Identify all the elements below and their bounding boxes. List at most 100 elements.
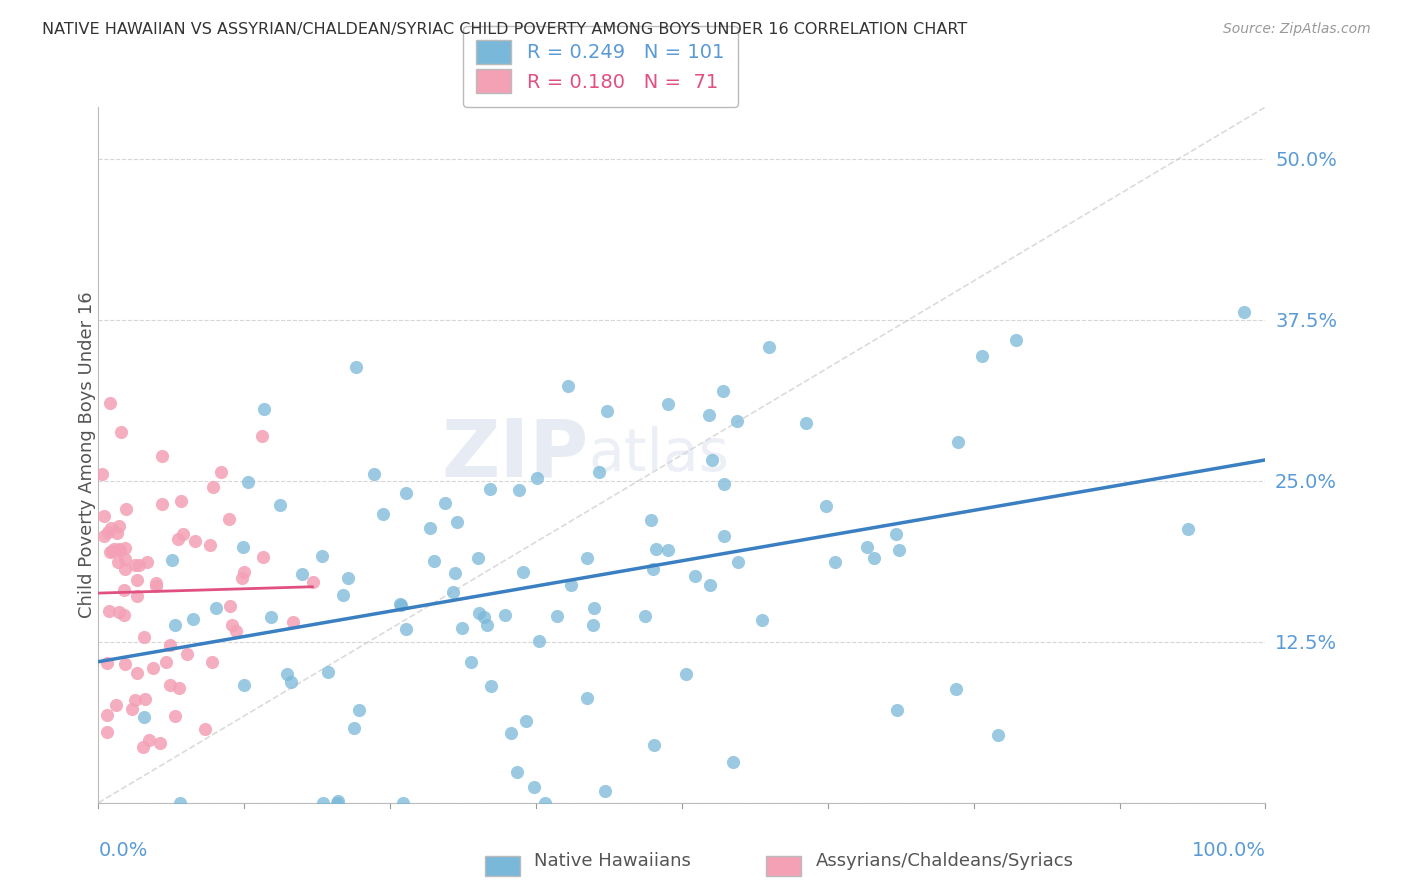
Point [467, 551, 489, 566]
Point [97, 525, 120, 540]
Point [506, 765, 529, 780]
Point [576, 690, 599, 705]
Point [389, 598, 412, 612]
Point [112, 582, 135, 597]
Point [252, 429, 274, 443]
Point [132, 710, 155, 724]
Point [588, 465, 610, 479]
Legend: R = 0.249   N = 101, R = 0.180   N =  71: R = 0.249 N = 101, R = 0.180 N = 71 [463, 26, 738, 107]
Point [150, 449, 173, 463]
Point [512, 565, 534, 579]
Point [886, 526, 908, 541]
Point [110, 425, 132, 439]
Point [751, 614, 773, 628]
Point [201, 480, 224, 494]
Point [582, 617, 605, 632]
Text: NATIVE HAWAIIAN VS ASSYRIAN/CHALDEAN/SYRIAC CHILD POVERTY AMONG BOYS UNDER 16 CO: NATIVE HAWAIIAN VS ASSYRIAN/CHALDEAN/SYR… [42, 22, 967, 37]
Point [159, 678, 181, 692]
Point [318, 665, 340, 680]
Point [451, 621, 474, 635]
Point [155, 655, 177, 669]
Point [125, 589, 148, 603]
Point [114, 501, 136, 516]
Point [441, 585, 464, 599]
Point [527, 633, 550, 648]
Point [389, 597, 412, 611]
Point [232, 678, 254, 692]
Point [508, 483, 530, 498]
Point [100, 543, 122, 558]
Text: Native Hawaiians: Native Hawaiians [534, 852, 692, 870]
Point [100, 521, 122, 535]
Point [727, 555, 749, 569]
Point [96, 707, 118, 722]
Point [863, 551, 886, 566]
Point [176, 647, 198, 661]
Point [657, 542, 679, 557]
Point [475, 618, 498, 632]
Point [700, 453, 723, 467]
Point [472, 609, 495, 624]
Point [675, 667, 697, 681]
Point [683, 569, 706, 583]
Point [343, 721, 366, 735]
Point [725, 414, 748, 428]
Point [460, 655, 482, 669]
Point [634, 609, 657, 624]
Point [643, 738, 665, 752]
Point [218, 511, 240, 525]
Point [114, 657, 136, 671]
Point [444, 566, 467, 580]
Point [713, 529, 735, 543]
Text: 0.0%: 0.0% [98, 841, 148, 860]
Point [645, 542, 668, 557]
Point [172, 527, 194, 541]
Point [523, 780, 546, 795]
Point [103, 541, 125, 556]
Point [269, 498, 291, 512]
Point [814, 500, 837, 514]
Point [93, 509, 115, 524]
Point [479, 679, 502, 693]
Point [371, 507, 394, 521]
Point [713, 477, 735, 491]
Point [1004, 333, 1026, 347]
Point [198, 538, 221, 552]
Point [132, 739, 155, 754]
Point [699, 578, 721, 592]
Point [290, 567, 312, 582]
Point [499, 726, 522, 740]
Point [232, 541, 254, 555]
Point [167, 681, 190, 696]
Point [114, 541, 136, 556]
Point [166, 532, 188, 546]
Point [98, 604, 121, 618]
Point [221, 618, 243, 632]
Point [283, 615, 305, 630]
Point [231, 571, 253, 585]
Point [114, 562, 136, 576]
Point [138, 732, 160, 747]
Point [108, 542, 131, 557]
Point [945, 681, 967, 696]
Point [336, 571, 359, 585]
Point [557, 378, 579, 392]
Point [132, 630, 155, 644]
Point [108, 542, 131, 557]
Point [104, 698, 127, 712]
Point [711, 384, 734, 398]
Point [205, 600, 228, 615]
Point [723, 755, 745, 769]
Point [526, 471, 548, 485]
Point [165, 618, 187, 632]
Point [136, 555, 159, 569]
Point [657, 397, 679, 411]
Point [643, 562, 665, 576]
Point [236, 475, 259, 489]
Point [986, 728, 1008, 742]
Point [225, 624, 247, 638]
Point [395, 485, 418, 500]
Point [96, 724, 118, 739]
Point [150, 497, 173, 511]
Point [96, 657, 118, 671]
